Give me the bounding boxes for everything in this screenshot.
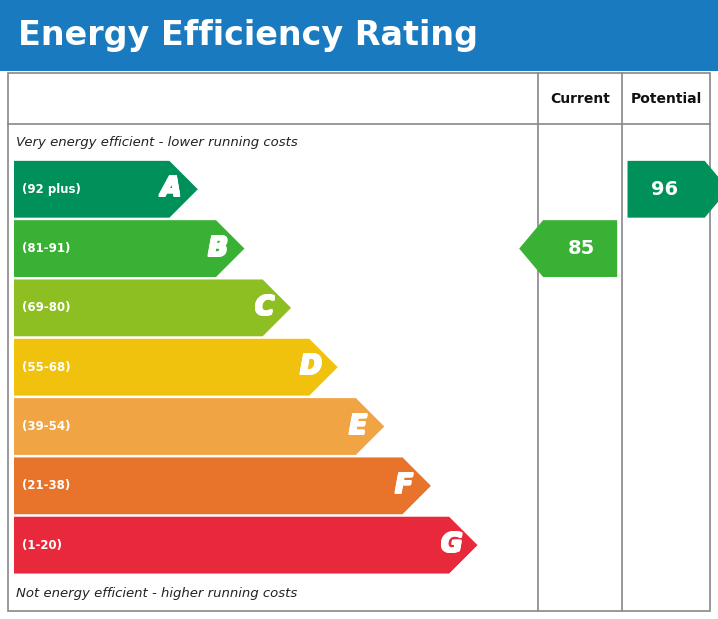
Text: D: D	[299, 354, 321, 380]
Text: E: E	[348, 413, 365, 439]
Text: (55-68): (55-68)	[22, 361, 70, 374]
Text: D: D	[301, 355, 322, 381]
Polygon shape	[519, 220, 617, 277]
Text: F: F	[395, 474, 413, 500]
Polygon shape	[14, 457, 431, 514]
Text: B: B	[208, 235, 228, 261]
Text: C: C	[254, 296, 274, 322]
Polygon shape	[14, 517, 477, 574]
Text: A: A	[161, 175, 181, 201]
Polygon shape	[14, 339, 337, 396]
Text: B: B	[206, 236, 226, 262]
Text: A: A	[161, 176, 181, 202]
Text: F: F	[396, 472, 414, 498]
Text: F: F	[396, 473, 414, 499]
Text: (69-80): (69-80)	[22, 301, 70, 314]
Text: Potential: Potential	[630, 92, 701, 106]
Text: D: D	[299, 353, 321, 379]
Text: (81-91): (81-91)	[22, 242, 70, 255]
Text: G: G	[439, 531, 462, 557]
Text: Not energy efficient - higher running costs: Not energy efficient - higher running co…	[16, 587, 297, 600]
Polygon shape	[14, 161, 198, 218]
Text: A: A	[162, 177, 182, 203]
Text: B: B	[206, 235, 226, 261]
Text: G: G	[441, 533, 462, 559]
Text: G: G	[439, 532, 460, 558]
Text: C: C	[253, 296, 273, 322]
Text: B: B	[208, 235, 228, 261]
Text: (21-38): (21-38)	[22, 479, 70, 492]
Bar	[8, 73, 710, 611]
Text: D: D	[299, 355, 321, 381]
Text: C: C	[254, 295, 274, 321]
Text: C: C	[256, 295, 275, 321]
Text: E: E	[349, 412, 368, 438]
Text: B: B	[208, 236, 228, 262]
Text: Very energy efficient - lower running costs: Very energy efficient - lower running co…	[16, 136, 298, 149]
Polygon shape	[14, 398, 384, 455]
Text: A: A	[159, 176, 180, 202]
Text: F: F	[394, 474, 412, 500]
Text: G: G	[439, 533, 460, 559]
Text: E: E	[348, 415, 365, 441]
Text: D: D	[301, 354, 322, 380]
Text: B: B	[208, 236, 228, 262]
Text: G: G	[439, 532, 462, 558]
Text: E: E	[348, 415, 366, 441]
Text: C: C	[254, 294, 274, 320]
Text: F: F	[395, 473, 413, 499]
Text: 96: 96	[651, 180, 679, 199]
Text: D: D	[301, 353, 322, 379]
Text: Energy Efficiency Rating: Energy Efficiency Rating	[18, 19, 478, 52]
Text: E: E	[349, 415, 368, 441]
Text: F: F	[395, 472, 413, 498]
Text: Current: Current	[550, 92, 610, 106]
Text: G: G	[439, 531, 460, 557]
Text: E: E	[348, 413, 366, 439]
Polygon shape	[14, 279, 291, 336]
Text: D: D	[299, 353, 322, 379]
Text: C: C	[256, 296, 275, 322]
Text: (92 plus): (92 plus)	[22, 183, 81, 196]
Text: E: E	[349, 413, 368, 439]
Text: C: C	[256, 294, 275, 320]
Text: (1-20): (1-20)	[22, 539, 62, 552]
Text: C: C	[253, 295, 273, 321]
Text: F: F	[394, 472, 412, 498]
Text: D: D	[299, 355, 322, 381]
Text: G: G	[439, 533, 462, 559]
Text: 85: 85	[568, 239, 595, 258]
Text: E: E	[348, 412, 366, 438]
Text: A: A	[159, 177, 180, 203]
Text: C: C	[253, 294, 273, 320]
Text: F: F	[394, 473, 412, 499]
Polygon shape	[628, 161, 718, 218]
Text: A: A	[159, 175, 180, 201]
Text: F: F	[396, 474, 414, 500]
Text: B: B	[208, 236, 228, 262]
Text: (39-54): (39-54)	[22, 420, 70, 433]
Text: G: G	[441, 531, 462, 557]
Text: A: A	[162, 175, 182, 201]
Polygon shape	[14, 220, 244, 277]
Bar	[0, 0, 718, 71]
Text: B: B	[206, 236, 226, 262]
Text: A: A	[161, 177, 181, 203]
Text: A: A	[162, 176, 182, 202]
Text: D: D	[299, 354, 322, 380]
Text: G: G	[441, 532, 462, 558]
Text: B: B	[208, 236, 228, 262]
Text: E: E	[348, 412, 365, 438]
